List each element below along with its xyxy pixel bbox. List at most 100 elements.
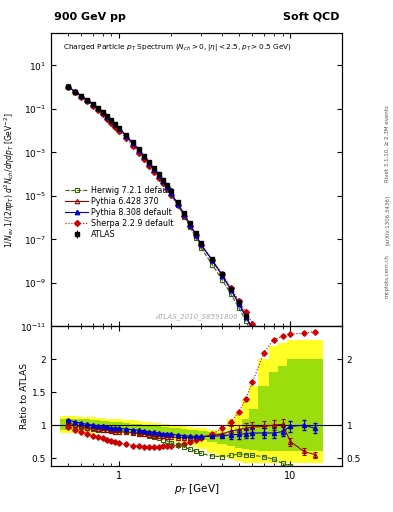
Herwig 7.2.1 default xyxy=(65,83,70,90)
Herwig 7.2.1 default xyxy=(130,140,135,146)
Herwig 7.2.1 default xyxy=(79,93,84,99)
Sherpa 2.2.9 default xyxy=(156,175,161,181)
Herwig 7.2.1 default xyxy=(72,89,77,95)
Pythia 6.428 370 xyxy=(237,300,241,306)
Pythia 6.428 370 xyxy=(85,97,90,103)
Sherpa 2.2.9 default xyxy=(168,191,173,198)
Pythia 8.308 default xyxy=(147,160,152,166)
Herwig 7.2.1 default xyxy=(250,331,255,337)
Pythia 8.308 default xyxy=(210,258,215,264)
Herwig 7.2.1 default xyxy=(182,214,187,220)
Pythia 8.308 default xyxy=(72,88,77,94)
Sherpa 2.2.9 default xyxy=(182,213,187,219)
Pythia 8.308 default xyxy=(152,166,156,172)
Pythia 8.308 default xyxy=(168,189,173,196)
Pythia 6.428 370 xyxy=(175,201,180,207)
Line: Sherpa 2.2.9 default: Sherpa 2.2.9 default xyxy=(66,85,318,501)
Sherpa 2.2.9 default xyxy=(130,143,135,149)
Sherpa 2.2.9 default xyxy=(198,242,203,248)
Pythia 6.428 370 xyxy=(250,326,255,332)
Pythia 8.308 default xyxy=(229,287,233,293)
Pythia 8.308 default xyxy=(280,398,285,404)
Sherpa 2.2.9 default xyxy=(272,367,276,373)
Sherpa 2.2.9 default xyxy=(79,94,84,100)
Herwig 7.2.1 default xyxy=(280,406,285,412)
Pythia 8.308 default xyxy=(65,83,70,89)
Herwig 7.2.1 default xyxy=(165,185,169,191)
Sherpa 2.2.9 default xyxy=(85,98,90,104)
Herwig 7.2.1 default xyxy=(124,133,129,139)
Y-axis label: $1/N_{ev}\;1/(2\pi p_T)\;d^2N_{ch}/d\eta dp_T\;[\mathrm{GeV}^{-2}]$: $1/N_{ev}\;1/(2\pi p_T)\;d^2N_{ch}/d\eta… xyxy=(3,112,17,247)
Text: 900 GeV pp: 900 GeV pp xyxy=(54,12,126,22)
Sherpa 2.2.9 default xyxy=(250,321,255,327)
Pythia 6.428 370 xyxy=(301,465,306,471)
Sherpa 2.2.9 default xyxy=(136,150,141,156)
Sherpa 2.2.9 default xyxy=(100,111,105,117)
Herwig 7.2.1 default xyxy=(261,357,266,363)
Sherpa 2.2.9 default xyxy=(288,411,293,417)
Herwig 7.2.1 default xyxy=(142,154,147,160)
Herwig 7.2.1 default xyxy=(237,305,241,311)
Pythia 8.308 default xyxy=(105,114,110,120)
Pythia 8.308 default xyxy=(237,301,241,307)
Sherpa 2.2.9 default xyxy=(261,344,266,350)
Sherpa 2.2.9 default xyxy=(72,89,77,95)
Sherpa 2.2.9 default xyxy=(280,389,285,395)
Herwig 7.2.1 default xyxy=(117,125,121,132)
Herwig 7.2.1 default xyxy=(175,202,180,208)
Herwig 7.2.1 default xyxy=(152,167,156,173)
Sherpa 2.2.9 default xyxy=(188,223,193,229)
Pythia 6.428 370 xyxy=(117,125,121,132)
Pythia 8.308 default xyxy=(90,101,95,107)
Pythia 8.308 default xyxy=(175,201,180,207)
Pythia 6.428 370 xyxy=(210,258,215,264)
Pythia 8.308 default xyxy=(220,272,225,279)
Pythia 6.428 370 xyxy=(161,178,165,184)
Sherpa 2.2.9 default xyxy=(244,309,248,315)
Sherpa 2.2.9 default xyxy=(113,124,118,130)
X-axis label: $p_T$ [GeV]: $p_T$ [GeV] xyxy=(174,482,219,496)
Herwig 7.2.1 default xyxy=(244,318,248,324)
Text: Soft QCD: Soft QCD xyxy=(283,12,339,22)
Sherpa 2.2.9 default xyxy=(90,103,95,109)
Pythia 6.428 370 xyxy=(136,147,141,154)
Pythia 6.428 370 xyxy=(272,374,276,380)
Sherpa 2.2.9 default xyxy=(229,285,233,291)
Pythia 8.308 default xyxy=(124,133,129,139)
Herwig 7.2.1 default xyxy=(272,381,276,388)
Pythia 6.428 370 xyxy=(100,110,105,116)
Line: Pythia 8.308 default: Pythia 8.308 default xyxy=(66,84,318,509)
Pythia 6.428 370 xyxy=(142,154,147,160)
Pythia 8.308 default xyxy=(193,231,198,238)
Pythia 6.428 370 xyxy=(280,397,285,403)
Sherpa 2.2.9 default xyxy=(237,297,241,304)
Sherpa 2.2.9 default xyxy=(124,135,129,141)
Sherpa 2.2.9 default xyxy=(193,232,198,239)
Herwig 7.2.1 default xyxy=(156,173,161,179)
Sherpa 2.2.9 default xyxy=(109,120,114,126)
Pythia 6.428 370 xyxy=(130,140,135,146)
Sherpa 2.2.9 default xyxy=(301,452,306,458)
Pythia 6.428 370 xyxy=(95,106,100,112)
Pythia 8.308 default xyxy=(117,125,121,131)
Herwig 7.2.1 default xyxy=(113,122,118,128)
Pythia 8.308 default xyxy=(188,222,193,228)
Text: ATLAS_2010_S8591806: ATLAS_2010_S8591806 xyxy=(155,314,238,321)
Pythia 8.308 default xyxy=(79,93,84,99)
Pythia 8.308 default xyxy=(142,154,147,160)
Pythia 8.308 default xyxy=(165,184,169,190)
Pythia 6.428 370 xyxy=(188,222,193,228)
Herwig 7.2.1 default xyxy=(100,110,105,116)
Pythia 6.428 370 xyxy=(193,232,198,238)
Pythia 6.428 370 xyxy=(165,184,169,190)
Pythia 6.428 370 xyxy=(79,93,84,99)
Pythia 8.308 default xyxy=(130,140,135,146)
Sherpa 2.2.9 default xyxy=(117,127,121,134)
Pythia 8.308 default xyxy=(109,117,114,123)
Legend: Herwig 7.2.1 default, Pythia 6.428 370, Pythia 8.308 default, Sherpa 2.2.9 defau: Herwig 7.2.1 default, Pythia 6.428 370, … xyxy=(64,184,175,240)
Herwig 7.2.1 default xyxy=(95,106,100,112)
Text: Rivet 3.1.10, ≥ 2.3M events: Rivet 3.1.10, ≥ 2.3M events xyxy=(385,105,390,182)
Pythia 6.428 370 xyxy=(105,114,110,120)
Pythia 6.428 370 xyxy=(147,160,152,166)
Pythia 6.428 370 xyxy=(90,101,95,108)
